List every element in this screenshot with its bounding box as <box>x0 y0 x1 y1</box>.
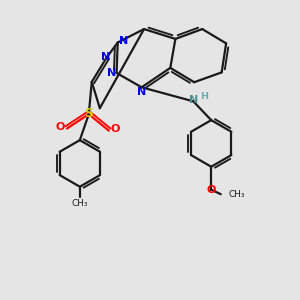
Text: H: H <box>200 92 208 101</box>
Text: N: N <box>106 68 116 78</box>
Text: N: N <box>100 52 110 61</box>
Text: S: S <box>84 107 93 120</box>
Text: N: N <box>118 36 128 46</box>
Text: O: O <box>206 185 216 195</box>
Text: O: O <box>56 122 65 132</box>
Text: N: N <box>137 87 146 97</box>
Text: O: O <box>111 124 120 134</box>
Text: N: N <box>189 95 198 105</box>
Text: CH₃: CH₃ <box>229 190 245 199</box>
Text: CH₃: CH₃ <box>72 199 88 208</box>
